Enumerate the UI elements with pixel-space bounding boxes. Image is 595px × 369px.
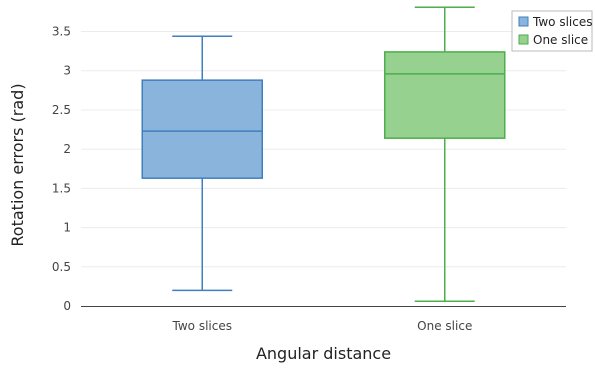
x-axis-ticks: Two slices One slice — [172, 319, 473, 333]
legend[interactable]: Two slices One slice — [511, 10, 593, 52]
y-tick-label: 1 — [63, 221, 71, 235]
legend-label: One slice — [533, 33, 588, 47]
legend-swatch — [518, 34, 529, 45]
y-tick-label: 2.5 — [52, 103, 71, 117]
y-tick-label: 0 — [63, 299, 71, 313]
box-two-slices[interactable] — [141, 35, 263, 292]
legend-item[interactable]: Two slices — [518, 15, 592, 29]
iqr-box — [384, 51, 506, 139]
y-tick-label: 2 — [63, 142, 71, 156]
legend-item[interactable]: One slice — [518, 33, 588, 47]
y-tick-label: 1.5 — [52, 181, 71, 195]
x-tick-label: One slice — [417, 319, 472, 333]
x-axis-title: Angular distance — [256, 344, 391, 363]
y-tick-label: 3.5 — [52, 25, 71, 39]
boxes — [141, 6, 506, 303]
x-tick-label: Two slices — [172, 319, 232, 333]
box-one-slice[interactable] — [384, 6, 506, 303]
y-axis-ticks: 0 0.5 1 1.5 2 2.5 3 3.5 — [52, 25, 71, 313]
y-axis-title: Rotation errors (rad) — [8, 83, 27, 246]
y-tick-label: 3 — [63, 64, 71, 78]
iqr-box — [141, 79, 263, 179]
legend-swatch — [518, 16, 529, 27]
legend-label: Two slices — [532, 15, 592, 29]
y-tick-label: 0.5 — [52, 260, 71, 274]
